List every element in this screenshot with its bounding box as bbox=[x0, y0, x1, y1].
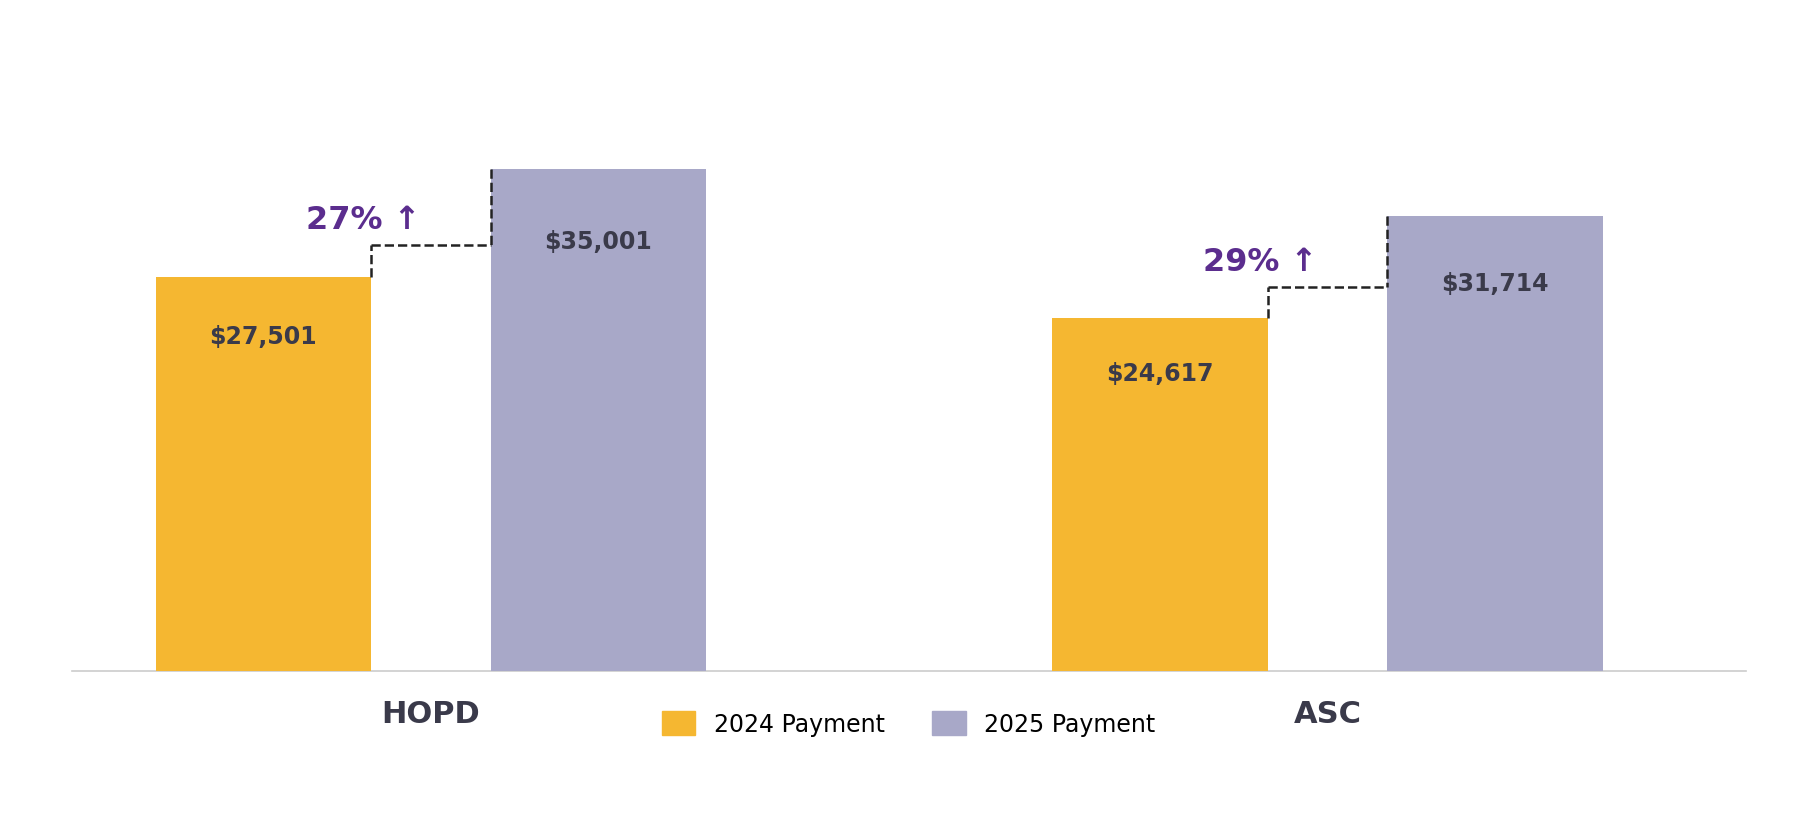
Bar bbox=[155, 278, 371, 672]
Bar bbox=[1053, 319, 1267, 672]
Text: $27,501: $27,501 bbox=[209, 324, 317, 349]
Text: $31,714: $31,714 bbox=[1442, 272, 1548, 296]
Text: 27% ↑: 27% ↑ bbox=[306, 205, 421, 236]
Bar bbox=[490, 170, 706, 672]
Bar bbox=[1388, 217, 1602, 672]
Text: 29% ↑: 29% ↑ bbox=[1202, 247, 1318, 277]
Text: $24,617: $24,617 bbox=[1107, 361, 1213, 385]
Text: $35,001: $35,001 bbox=[544, 230, 652, 254]
Legend: 2024 Payment, 2025 Payment: 2024 Payment, 2025 Payment bbox=[650, 699, 1168, 748]
